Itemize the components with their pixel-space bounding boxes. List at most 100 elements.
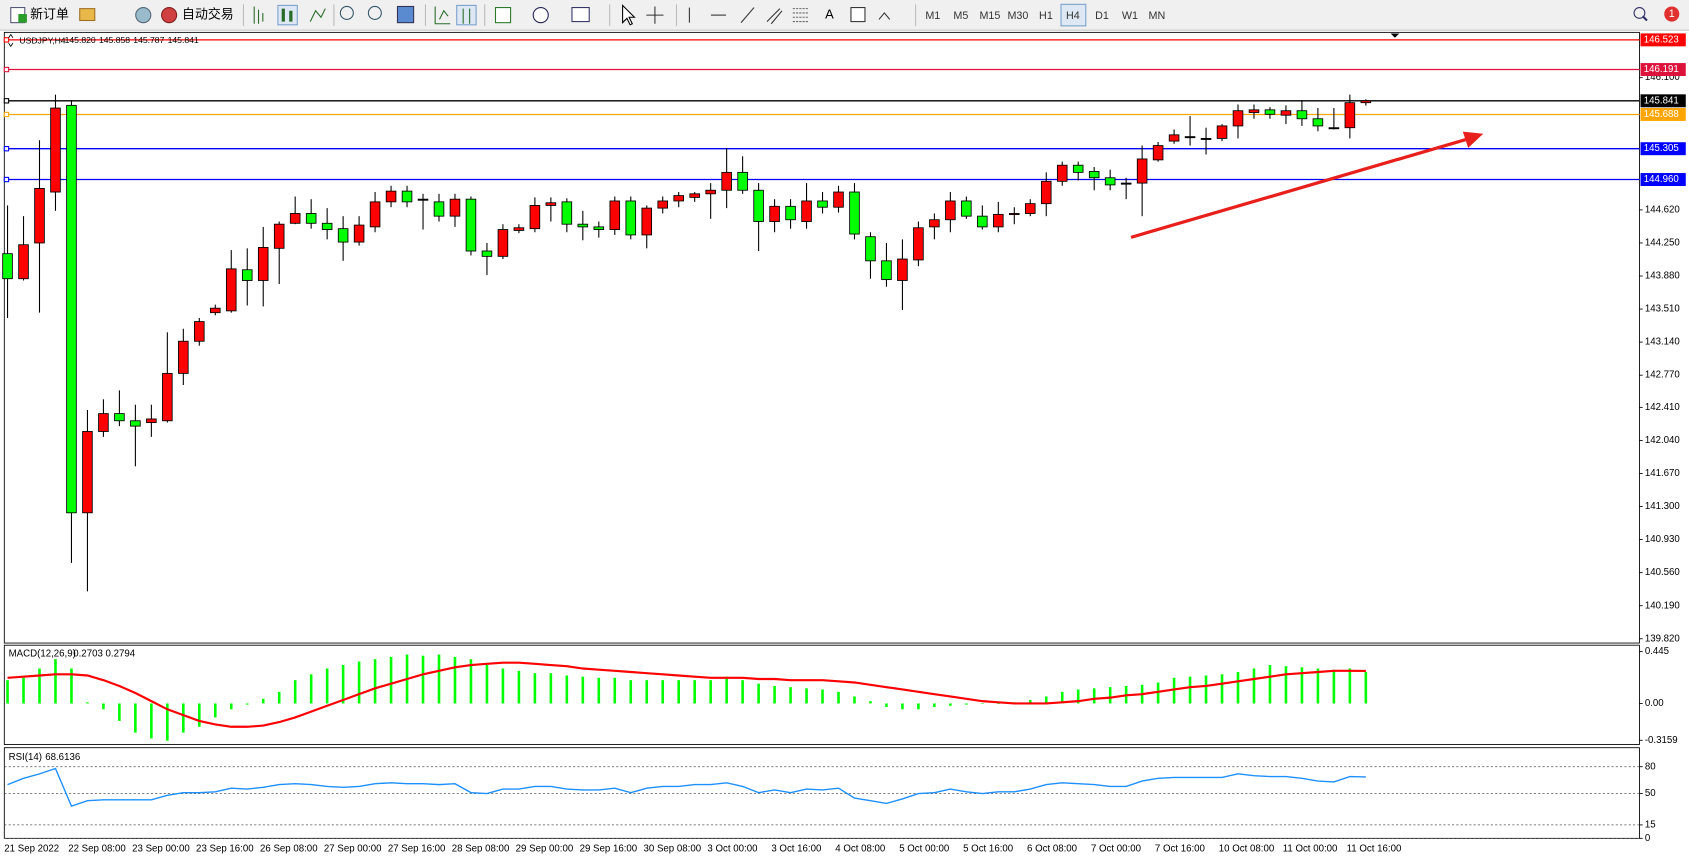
candle-body xyxy=(130,420,141,427)
icon-button[interactable] xyxy=(135,7,152,24)
candle-body xyxy=(593,226,605,230)
candle-body xyxy=(769,205,780,222)
macd-bar xyxy=(517,670,521,704)
search-button[interactable] xyxy=(1633,7,1646,19)
macd-bar xyxy=(1348,668,1352,704)
macd-bar xyxy=(1300,667,1304,704)
level-handle xyxy=(3,66,10,73)
auto-trading-button[interactable]: 自动交易 xyxy=(161,7,234,24)
new-order-button[interactable]: 新订单 xyxy=(10,7,69,24)
macd-bar xyxy=(70,668,73,704)
candle-body xyxy=(321,222,333,230)
timeframe-button[interactable]: D1 xyxy=(1095,10,1109,22)
candle-body xyxy=(737,171,748,191)
macd-bar xyxy=(1028,699,1032,704)
label-tool[interactable] xyxy=(850,7,866,23)
candle-body xyxy=(162,372,173,422)
macd-bar xyxy=(421,655,425,704)
candle-body xyxy=(1152,145,1164,161)
timeframe-button[interactable]: M15 xyxy=(979,10,1000,22)
x-tick-label: 23 Sep 00:00 xyxy=(132,844,190,855)
level-label-bg xyxy=(1640,63,1686,77)
candle-body xyxy=(369,201,381,228)
macd-title: MACD(12,26,9) xyxy=(9,648,76,659)
indicators-button[interactable] xyxy=(494,7,512,24)
alert-badge[interactable] xyxy=(1664,6,1680,22)
level-handle xyxy=(3,37,10,43)
shift-button[interactable] xyxy=(456,4,477,26)
ohlc-label: 145.820 145.858 145.787 145.841 xyxy=(65,35,199,45)
timeframe-button[interactable]: M1 xyxy=(925,10,940,22)
macd-bar xyxy=(6,680,9,704)
zoom-in[interactable] xyxy=(339,5,354,20)
y-tick-label: 0 xyxy=(1645,833,1651,844)
trendline-tool[interactable] xyxy=(740,7,755,24)
macd-bar xyxy=(325,668,329,704)
macd-bar xyxy=(150,703,153,739)
macd-bar xyxy=(725,676,728,704)
candle-body xyxy=(721,171,732,191)
candle-body xyxy=(66,104,77,514)
tile-button[interactable] xyxy=(396,5,415,24)
macd-bar xyxy=(741,680,744,704)
candle-body xyxy=(481,250,493,257)
fibo-tool[interactable] xyxy=(792,8,808,23)
x-tick-label: 26 Sep 08:00 xyxy=(260,844,318,855)
macd-bar xyxy=(469,659,473,704)
y-tick-label: 142.770 xyxy=(1645,370,1681,381)
candle-body xyxy=(673,195,684,202)
timeframe-button[interactable]: M30 xyxy=(1007,10,1028,22)
crosshair-tool[interactable] xyxy=(646,6,664,24)
zoom-out[interactable] xyxy=(367,5,382,20)
x-tick-label: 11 Oct 16:00 xyxy=(1347,844,1402,855)
macd-bar xyxy=(213,703,217,718)
candle-body xyxy=(993,213,1004,228)
periods-button[interactable] xyxy=(532,7,549,24)
macd-bar xyxy=(1204,675,1208,704)
macd-bar xyxy=(1236,672,1240,704)
macd-bar xyxy=(293,680,297,704)
macd-bar xyxy=(597,677,601,704)
channel-tool[interactable] xyxy=(766,8,783,25)
macd-bar xyxy=(1076,689,1080,704)
candle-body xyxy=(833,191,844,208)
macd-bar xyxy=(373,659,377,704)
candle-body xyxy=(1056,164,1068,182)
arrows-tool[interactable] xyxy=(878,12,891,20)
timeframe-button[interactable]: W1 xyxy=(1122,10,1138,22)
arrow-head xyxy=(1462,131,1484,148)
templates-button[interactable] xyxy=(571,7,590,23)
active-button[interactable] xyxy=(277,4,298,26)
symbol-label: USDJPY,H4 xyxy=(19,35,65,45)
x-tick-label: 27 Sep 16:00 xyxy=(388,844,446,855)
macd-bar xyxy=(869,701,872,704)
icon-button[interactable] xyxy=(253,6,264,24)
macd-bar xyxy=(38,668,41,704)
y-tick-label: 139.820 xyxy=(1645,633,1681,644)
timeframe-button[interactable]: H4 xyxy=(1066,10,1080,22)
candle-body xyxy=(1136,158,1148,184)
x-tick-label: 7 Oct 00:00 xyxy=(1091,844,1142,855)
timeframe-button[interactable]: MN xyxy=(1149,10,1166,22)
macd-bar xyxy=(1172,677,1176,704)
icon-button[interactable] xyxy=(79,8,96,22)
candle-body xyxy=(625,200,637,236)
candle-body xyxy=(210,307,221,314)
rsi-value: 68.6136 xyxy=(45,752,80,763)
timeframe-button[interactable]: M5 xyxy=(953,10,968,22)
x-tick-label: 3 Oct 00:00 xyxy=(707,844,758,855)
y-tick-label: 140.930 xyxy=(1645,534,1681,545)
macd-bar xyxy=(245,703,249,705)
macd-bar xyxy=(997,703,1000,705)
macd-bar xyxy=(437,654,441,704)
cursor-tool[interactable] xyxy=(622,4,636,26)
text-tool[interactable]: A xyxy=(825,7,834,22)
candle-body xyxy=(1216,125,1228,139)
candle-body xyxy=(433,201,445,217)
y-tick-label: 143.140 xyxy=(1645,337,1681,348)
timeframe-button[interactable]: H1 xyxy=(1039,10,1053,22)
macd-bar xyxy=(965,703,968,705)
autoscroll-button[interactable] xyxy=(434,6,451,25)
icon-button[interactable] xyxy=(309,8,326,22)
candle-body xyxy=(1024,203,1036,214)
